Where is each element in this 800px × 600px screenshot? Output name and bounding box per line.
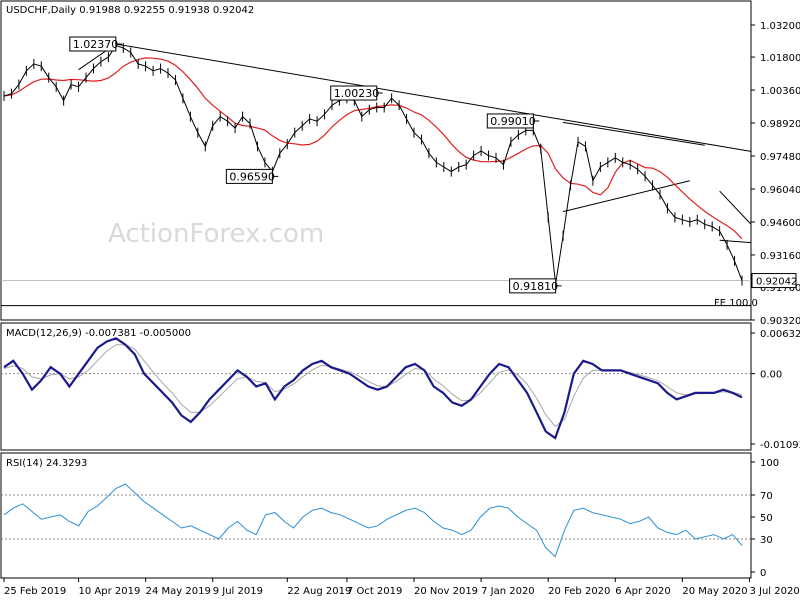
annotation-label: 0.91810 — [513, 280, 559, 293]
x-tick-label: 3 Jul 2020 — [749, 586, 799, 597]
trendline — [719, 190, 752, 225]
price-tick-label: 0.91760 — [760, 283, 800, 294]
x-tick-label: 24 May 2019 — [146, 586, 211, 597]
trendline — [562, 180, 690, 213]
annotation-label: 1.02370 — [73, 38, 119, 51]
x-tick-label: 20 Feb 2020 — [548, 586, 610, 597]
rsi-axis: 100 70 50 30 0 — [751, 458, 779, 579]
moving-average — [3, 57, 743, 240]
x-tick-label: 7 Jan 2020 — [481, 586, 535, 597]
price-tick-label: 0.98920 — [760, 119, 800, 130]
rsi-tick-label: 30 — [760, 535, 773, 546]
current-price-label: 0.92042 — [756, 277, 797, 288]
x-tick-label: 6 Apr 2020 — [615, 586, 670, 597]
price-header: USDCHF,Daily 0.91988 0.92255 0.91938 0.9… — [6, 5, 254, 16]
x-tick-label: 9 Jul 2019 — [213, 586, 263, 597]
price-tick-label: 0.96040 — [760, 185, 800, 196]
trendline — [115, 43, 752, 152]
rsi-tick-label: 0 — [760, 568, 766, 579]
rsi-tick-label: 50 — [760, 513, 773, 524]
rsi-tick-label: 100 — [760, 458, 779, 469]
price-tick-label: 0.97480 — [760, 152, 800, 163]
annotation-box — [509, 278, 557, 294]
x-tick-label: 20 May 2020 — [682, 586, 747, 597]
annotation-box — [486, 113, 534, 129]
price-line — [3, 45, 743, 284]
price-annotations: 1.02370 0.96590 1.00230 0.99010 0.91810 — [69, 36, 562, 294]
annotation-box — [225, 168, 273, 184]
x-tick-label: 7 Oct 2019 — [347, 586, 402, 597]
price-series — [3, 40, 743, 289]
rsi-line — [3, 483, 743, 558]
x-tick-label: 20 Nov 2019 — [414, 586, 478, 597]
x-tick-label: 10 Apr 2019 — [79, 586, 141, 597]
rsi-pane-frame — [0, 452, 752, 579]
macd-line — [3, 337, 743, 440]
price-tick-label: 0.90320 — [760, 316, 800, 327]
price-grid — [1, 280, 751, 307]
ma-line — [3, 57, 743, 240]
price-tick-label: 1.03200 — [760, 21, 800, 32]
trendlines — [78, 43, 752, 244]
price-tick-label: 0.93160 — [760, 251, 800, 262]
fe-label: FE 100.0 — [714, 298, 758, 309]
annotation-label: 1.00230 — [334, 87, 380, 100]
price-tick-label: 0.94600 — [760, 218, 800, 229]
macd-pane-frame — [0, 322, 752, 451]
macd-tick-label: 0.00 — [760, 370, 782, 381]
annotation-box — [69, 36, 117, 52]
annotation-label: 0.99010 — [490, 115, 535, 128]
price-tick-label: 1.00360 — [760, 86, 800, 97]
macd-axis: 0.006321 0.00 -0.010939 — [751, 329, 800, 451]
price-axis: 1.03200 1.01800 1.00360 0.98920 0.97480 0.960… — [751, 21, 800, 327]
annotation-label: 0.96590 — [229, 170, 275, 183]
macd-tick-label: 0.006321 — [760, 329, 800, 340]
macd-series — [1, 337, 751, 440]
annotation-box — [330, 85, 378, 101]
current-price-box — [751, 273, 797, 289]
x-axis: 25 Feb 2019 10 Apr 2019 24 May 2019 9 Jul 2… — [3, 578, 800, 597]
rsi-header: RSI(14) 24.3293 — [6, 458, 87, 469]
rsi-series — [1, 483, 751, 558]
rsi-tick-label: 70 — [760, 491, 773, 502]
macd-tick-label: -0.010939 — [760, 440, 800, 451]
x-tick-label: 22 Aug 2019 — [287, 586, 351, 597]
trendline — [563, 121, 705, 146]
price-tick-label: 1.01800 — [760, 53, 800, 64]
x-tick-label: 25 Feb 2019 — [4, 586, 66, 597]
watermark: ActionForex.com — [108, 219, 324, 249]
macd-header: MACD(12,26,9) -0.007381 -0.005000 — [6, 328, 191, 339]
macd-signal-line — [3, 344, 743, 428]
price-pane-frame — [0, 0, 752, 321]
